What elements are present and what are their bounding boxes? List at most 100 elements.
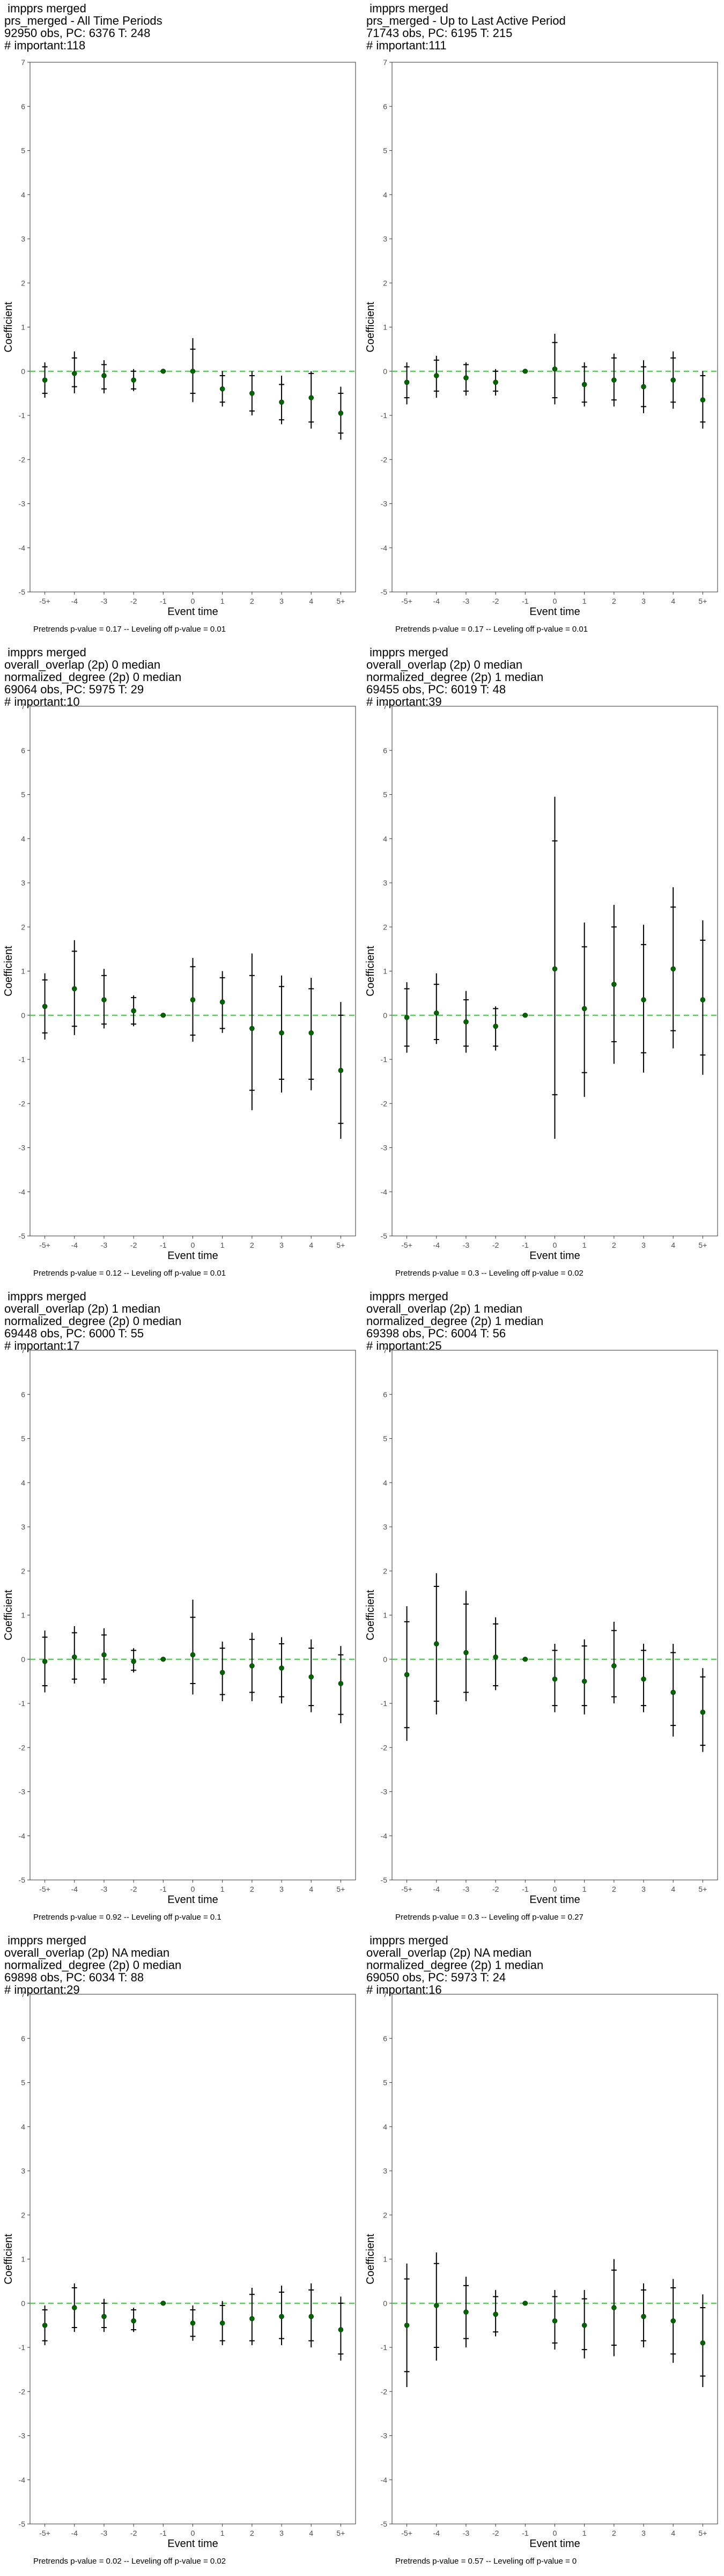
y-tick-label: 3: [383, 2167, 387, 2175]
x-axis-label: Event time: [167, 2538, 218, 2550]
x-tick-label: 5+: [698, 1241, 707, 1249]
point-estimate: [190, 1652, 196, 1658]
y-tick-label: 6: [21, 1390, 25, 1399]
point-estimate: [308, 395, 314, 400]
estimate-group: [493, 2290, 499, 2337]
estimate-group: [581, 2290, 587, 2359]
estimate-group: [700, 920, 706, 1075]
estimate-group: [463, 1591, 469, 1701]
point-estimate: [219, 999, 225, 1005]
estimate-group: [611, 353, 617, 407]
chart-caption: Pretrends p-value = 0.3 -- Leveling off …: [395, 1913, 583, 1922]
y-tick-label: -2: [19, 1743, 26, 1752]
plot-area: -5 -4 -3 -2 -1 0 1 2 3 4 5 6 7 -5+ -4 -3 -2 -1 0 1 2 3 4 5+ Coef…: [3, 1346, 356, 1906]
estimate-group: [249, 2287, 255, 2345]
estimate-group: [611, 905, 617, 1064]
x-tick-label: 2: [250, 2529, 254, 2537]
chart-caption: Pretrends p-value = 0.12 -- Leveling off…: [33, 1269, 226, 1278]
x-tick-label: -3: [463, 1241, 470, 1249]
x-tick-label: -5+: [39, 597, 50, 605]
point-estimate: [160, 1012, 166, 1018]
estimate-group: [279, 375, 285, 425]
estimate-group: [404, 2263, 410, 2388]
point-estimate: [71, 1654, 77, 1660]
point-estimate: [433, 1010, 439, 1016]
point-estimate: [42, 1004, 48, 1009]
chart-title-line: # important:118: [4, 39, 86, 52]
x-tick-label: -2: [492, 1241, 499, 1249]
estimate-group: [338, 2296, 344, 2361]
chart-title-line: overall_overlap (2p) NA median: [366, 1946, 532, 1959]
point-estimate: [190, 997, 196, 1002]
x-tick-label: -5+: [401, 1885, 412, 1893]
y-axis-label: Coefficient: [3, 1590, 14, 1641]
point-estimate: [670, 966, 676, 972]
point-estimate: [249, 2316, 255, 2322]
estimate-group: [493, 369, 499, 396]
estimate-group: [670, 2279, 676, 2363]
x-tick-label: -2: [492, 1885, 499, 1893]
point-estimate: [493, 1654, 498, 1660]
y-tick-label: -2: [381, 455, 388, 464]
y-tick-label: 7: [21, 1990, 25, 1999]
chart-title-line: normalized_degree (2p) 1 median: [366, 670, 544, 684]
estimate-group: [493, 1617, 499, 1690]
x-tick-label: 4: [309, 1241, 313, 1249]
y-tick-label: 3: [383, 1523, 387, 1531]
y-tick-label: -2: [19, 455, 26, 464]
chart-panel: impprs merged overall_overlap (2p) 0 medi…: [0, 644, 362, 1288]
estimate-group: [249, 953, 255, 1110]
y-tick-label: -2: [381, 1099, 388, 1108]
x-tick-label: 3: [641, 2529, 646, 2537]
x-tick-label: -1: [160, 597, 167, 605]
plot-area: -5 -4 -3 -2 -1 0 1 2 3 4 5 6 7 -5+ -4 -3 -2 -1 0 1 2 3 4 5+ Coef…: [3, 702, 356, 1262]
x-tick-label: -2: [130, 597, 137, 605]
point-estimate: [42, 377, 48, 383]
point-estimate: [522, 2300, 528, 2306]
point-estimate: [700, 1709, 706, 1715]
point-estimate: [670, 377, 676, 383]
point-estimate: [670, 1689, 676, 1695]
point-estimate: [552, 366, 558, 372]
chart-title-line: 69898 obs, PC: 6034 T: 88: [4, 1971, 144, 1984]
plot-area: -5 -4 -3 -2 -1 0 1 2 3 4 5 6 7 -5+ -4 -3 -2 -1 0 1 2 3 4 5+ Coef…: [365, 702, 718, 1262]
y-tick-label: 5: [21, 791, 25, 799]
estimate-group: [71, 940, 77, 1035]
estimate-group: [611, 2259, 617, 2357]
y-tick-label: 1: [383, 2255, 387, 2264]
point-estimate: [190, 368, 196, 374]
estimate-group: [700, 2294, 706, 2388]
y-tick-label: 2: [383, 1567, 387, 1575]
estimate-group: [42, 2305, 48, 2345]
point-estimate: [522, 1012, 528, 1018]
x-tick-label: 1: [582, 2529, 587, 2537]
chart-title-line: normalized_degree (2p) 0 median: [4, 1314, 182, 1328]
point-estimate: [463, 1650, 469, 1656]
y-tick-label: -5: [19, 1232, 26, 1240]
chart-title-line: impprs merged: [4, 646, 86, 659]
chart-title-line: impprs merged: [4, 1290, 86, 1303]
estimate-group: [522, 1656, 528, 1662]
x-tick-label: -4: [433, 1885, 440, 1893]
point-estimate: [493, 379, 498, 385]
point-estimate: [522, 1656, 528, 1662]
x-tick-label: 1: [582, 1885, 587, 1893]
estimate-group: [42, 362, 48, 398]
y-tick-label: -4: [381, 1832, 388, 1840]
chart-title-line: normalized_degree (2p) 0 median: [4, 670, 182, 684]
point-estimate: [279, 1665, 284, 1671]
x-tick-label: 2: [250, 1885, 254, 1893]
x-tick-label: 0: [191, 597, 195, 605]
point-estimate: [552, 1676, 558, 1682]
chart-title-line: 92950 obs, PC: 6376 T: 248: [4, 26, 151, 40]
chart-title-line: overall_overlap (2p) 0 median: [4, 658, 161, 671]
estimate-group: [219, 1641, 225, 1701]
estimate-group: [433, 2252, 439, 2361]
y-tick-label: 0: [21, 367, 25, 376]
x-tick-label: -4: [71, 1241, 78, 1249]
x-tick-label: -1: [160, 2529, 167, 2537]
x-axis-label: Event time: [529, 2538, 580, 2550]
point-estimate: [611, 2305, 617, 2310]
estimate-group: [249, 1633, 255, 1701]
y-tick-label: 1: [21, 2255, 25, 2264]
